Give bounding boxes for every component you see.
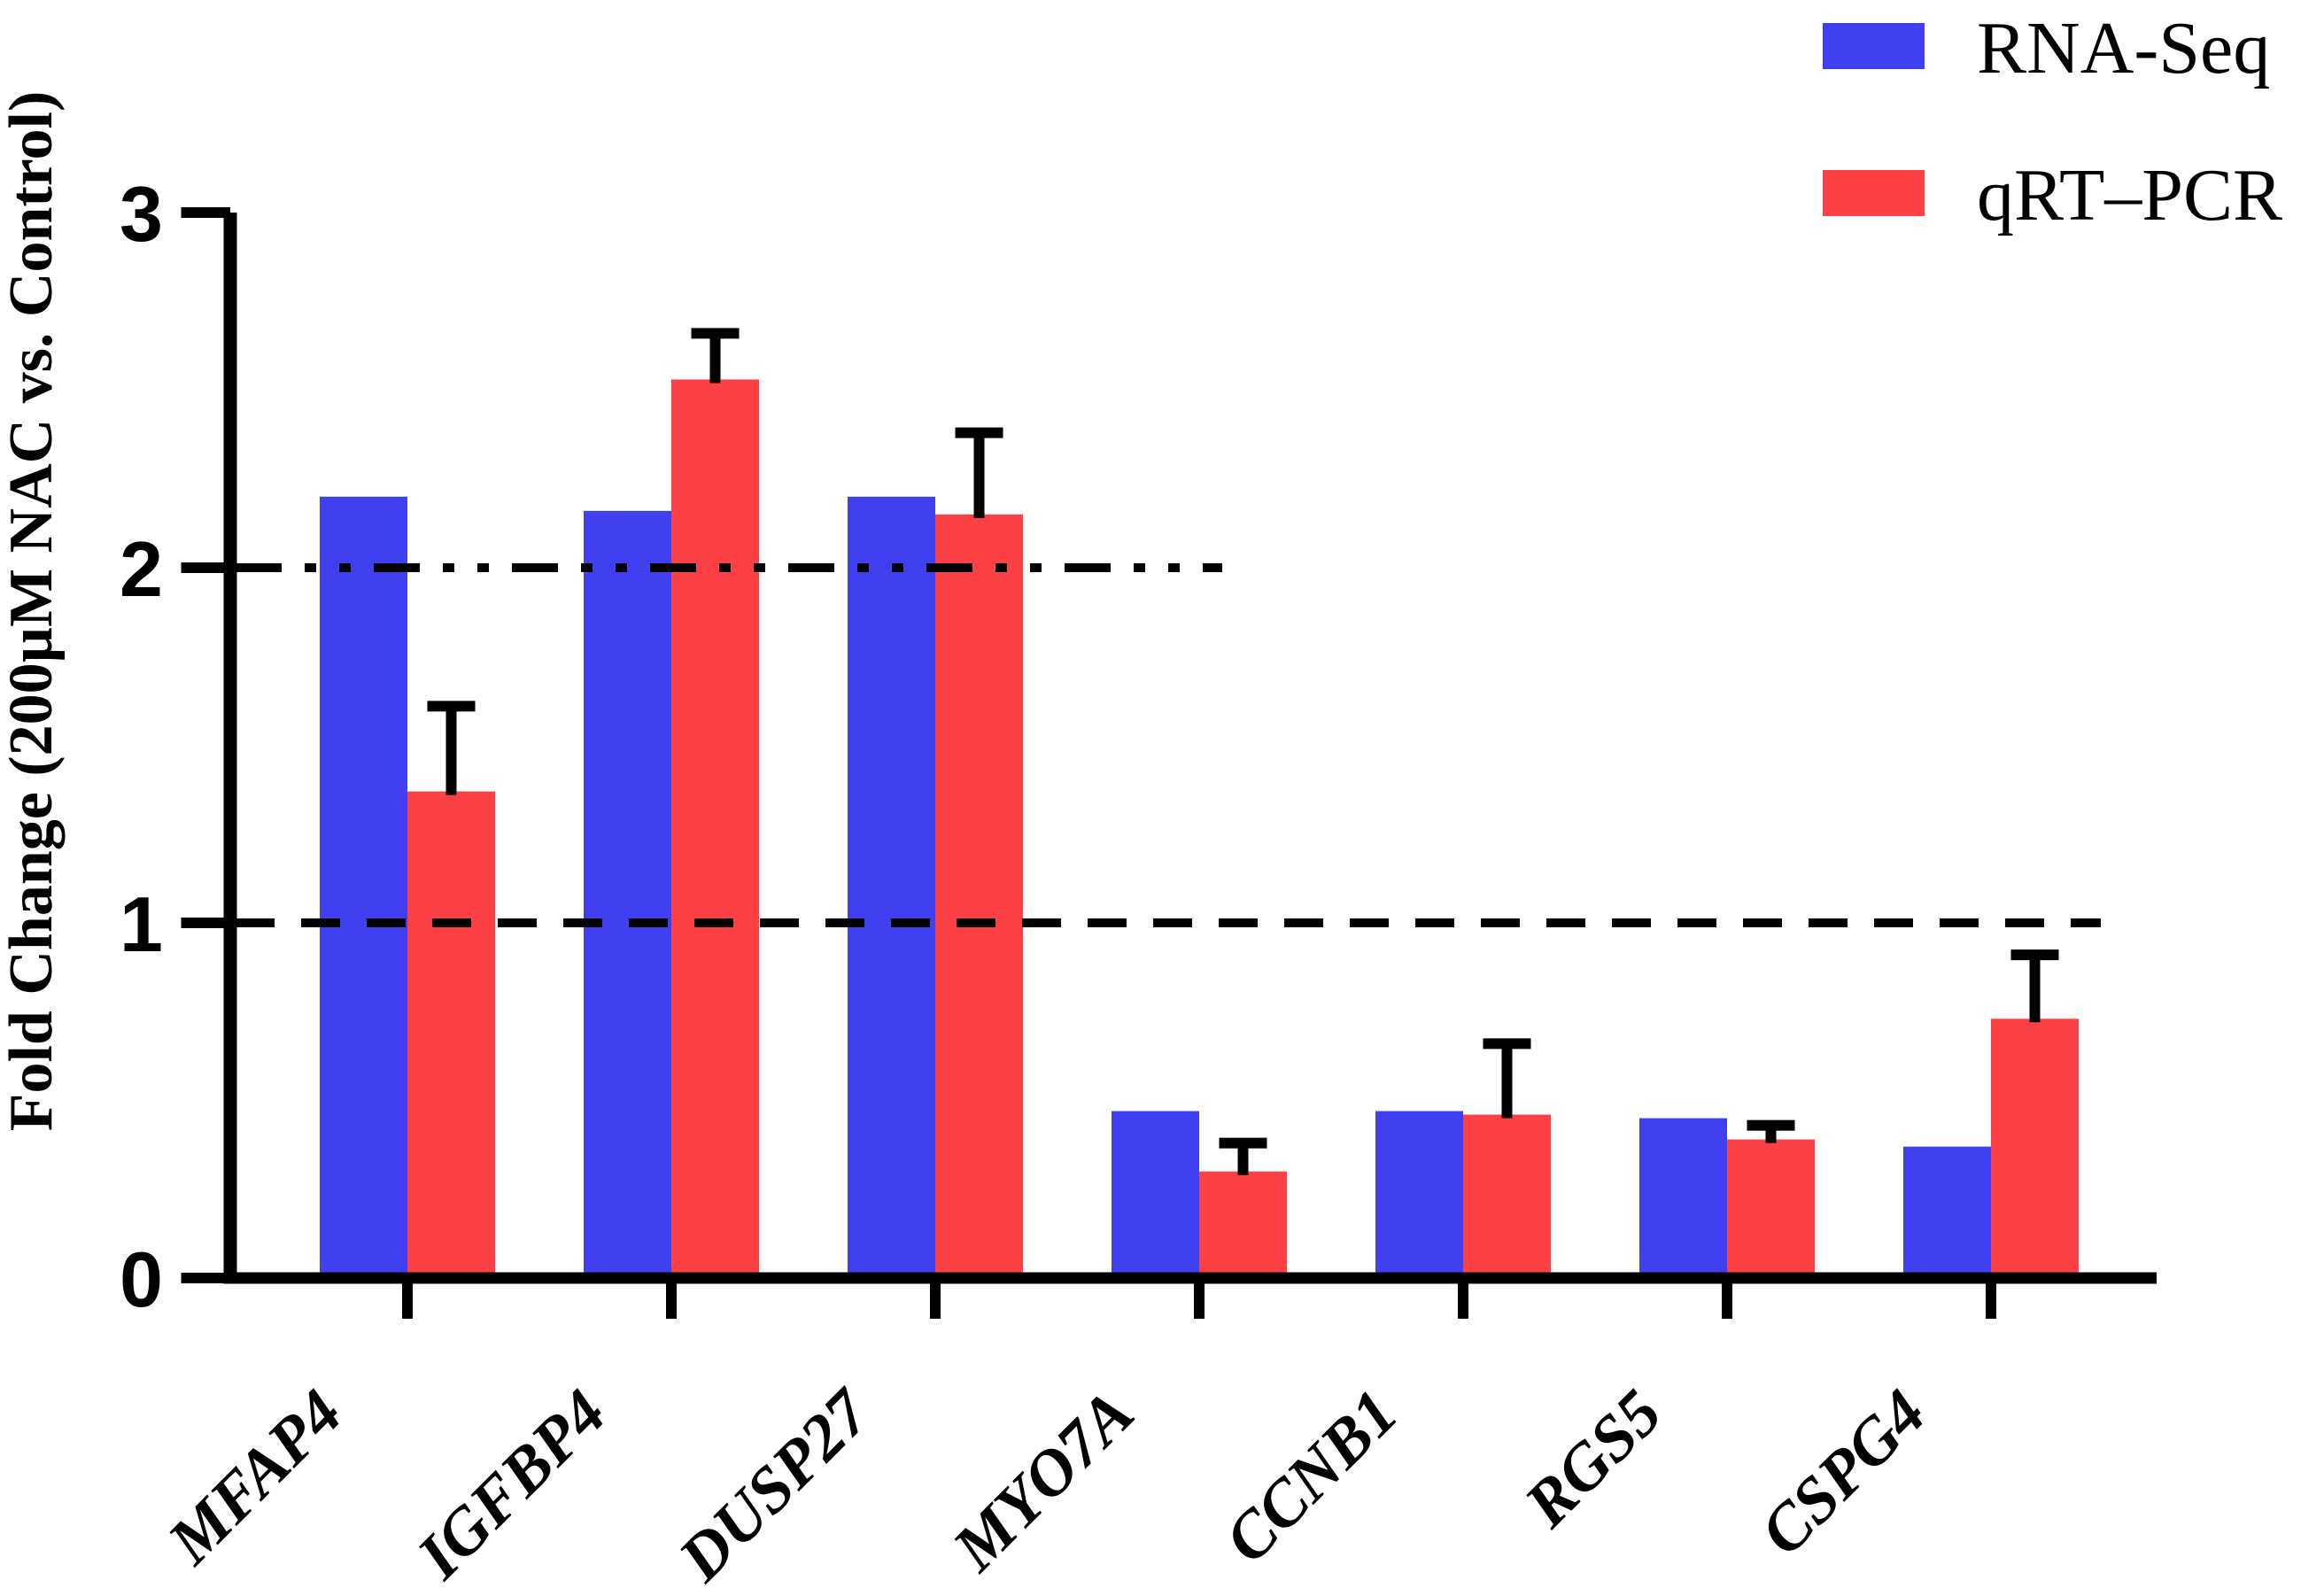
bar-rnaseq-mfap4 <box>320 496 407 1278</box>
bars-layer <box>320 379 2079 1279</box>
legend-swatch-qrt-pcr <box>1823 170 1925 216</box>
bar-rnaseq-igfbp4 <box>584 510 671 1278</box>
legend-label-rna-seq: RNA-Seq <box>1977 7 2270 89</box>
bar-qrtpcr-myo7a <box>1199 1171 1287 1278</box>
reference-lines-layer <box>236 563 2101 927</box>
y-tick-label-2: 2 <box>120 525 163 613</box>
bar-rnaseq-cspg4 <box>1903 1146 1991 1278</box>
bar-qrtpcr-rgs5 <box>1727 1139 1815 1278</box>
y-tick-label-3: 3 <box>120 170 163 258</box>
axes-layer <box>181 207 2157 1319</box>
legend-swatch-rna-seq <box>1823 23 1925 69</box>
bar-qrtpcr-dusp27 <box>935 514 1023 1278</box>
bar-rnaseq-dusp27 <box>848 496 935 1278</box>
y-tick-label-0: 0 <box>120 1236 163 1323</box>
y-tick-label-1: 1 <box>120 880 163 968</box>
bar-qrtpcr-ccnb1 <box>1463 1114 1551 1278</box>
bar-rnaseq-rgs5 <box>1639 1118 1727 1278</box>
legend: RNA-Seq qRT–PCR <box>1823 7 2282 236</box>
bar-qrtpcr-cspg4 <box>1991 1019 2079 1278</box>
bar-rnaseq-ccnb1 <box>1375 1111 1463 1278</box>
error-bars-layer <box>427 328 2059 1175</box>
bar-rnaseq-myo7a <box>1112 1111 1199 1278</box>
y-axis-title: Fold Change (200µM NAC vs. Control) <box>0 91 66 1132</box>
legend-label-qrt-pcr: qRT–PCR <box>1977 154 2282 236</box>
bar-qrtpcr-igfbp4 <box>671 379 759 1279</box>
bar-qrtpcr-mfap4 <box>407 791 495 1278</box>
tick-labels-layer: 0 1 2 3 <box>120 170 163 1323</box>
